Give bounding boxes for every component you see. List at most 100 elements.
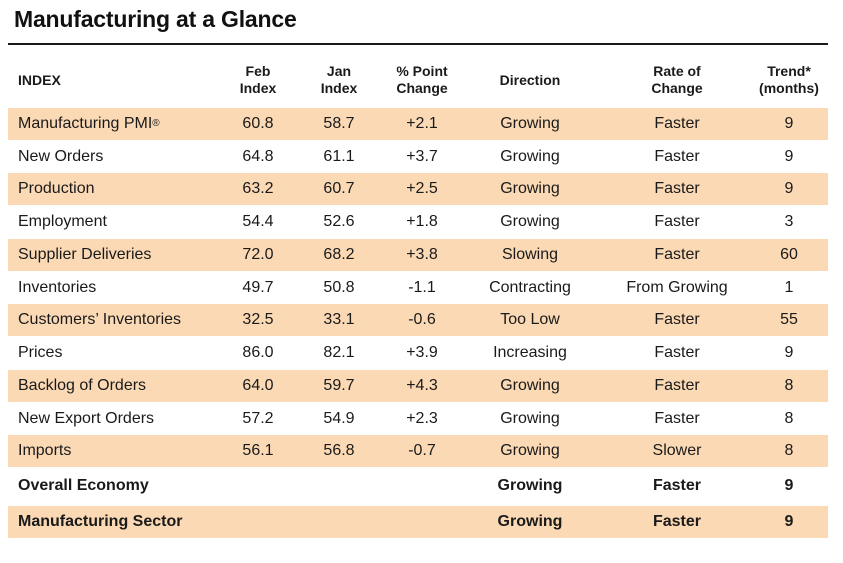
header-trend-months: Trend* (months): [759, 63, 819, 96]
index-label: Customers’ Inventories: [18, 311, 182, 328]
summary-direction-value: Growing: [497, 477, 563, 494]
jan-index-value: 52.6: [323, 213, 355, 230]
summary-trend-value: 9: [784, 513, 794, 530]
table-row: Prices 86.0 82.1 +3.9 Increasing Faster 9: [8, 337, 828, 369]
rate-of-change-value: Faster: [654, 115, 700, 132]
table-row: New Orders 64.8 61.1 +3.7 Growing Faster 9: [8, 141, 828, 173]
table-row: Supplier Deliveries 72.0 68.2 +3.8 Slowing Fa…: [8, 239, 828, 271]
point-change-value: +2.3: [406, 410, 438, 427]
table-row: Employment 54.4 52.6 +1.8 Growing Faster 3: [8, 206, 828, 238]
index-label: Prices: [18, 344, 63, 361]
trend-months-value: 55: [780, 311, 798, 328]
rate-of-change-value: Faster: [654, 377, 700, 394]
trend-months-value: 3: [784, 213, 794, 230]
rate-of-change-value: Faster: [654, 180, 700, 197]
rate-of-change-value: Faster: [654, 148, 700, 165]
page-title: Manufacturing at a Glance: [14, 6, 297, 32]
rate-of-change-value: Faster: [654, 213, 700, 230]
index-name: Supplier Deliveries: [8, 239, 238, 271]
jan-index-value: 54.9: [323, 410, 355, 427]
direction-value: Growing: [500, 213, 560, 230]
feb-index-value: 57.2: [242, 410, 274, 427]
index-name: Backlog of Orders: [8, 370, 238, 402]
summary-row-manufacturing-sector: Manufacturing Sector Growing Faster 9: [8, 506, 828, 538]
point-change-value: -0.7: [408, 442, 436, 459]
header-direction: Direction: [499, 71, 561, 88]
feb-index-value: 63.2: [242, 180, 274, 197]
point-change-value: +2.5: [406, 180, 438, 197]
jan-index-value: 33.1: [323, 311, 355, 328]
summary-rate-value: Faster: [652, 513, 702, 530]
table-row: Inventories 49.7 50.8 -1.1 Contracting From G…: [8, 272, 828, 304]
point-change-value: +1.8: [406, 213, 438, 230]
rate-of-change-value: Faster: [654, 311, 700, 328]
direction-value: Increasing: [493, 344, 567, 361]
rate-of-change-value: Faster: [654, 344, 700, 361]
point-change-value: +4.3: [406, 377, 438, 394]
index-name: Employment: [8, 206, 238, 238]
index-name: Imports: [8, 435, 238, 467]
direction-value: Too Low: [500, 311, 560, 328]
header-point-change: % Point Change: [396, 63, 448, 96]
trend-months-value: 9: [784, 344, 794, 361]
trend-months-value: 9: [784, 148, 794, 165]
feb-index-value: 49.7: [242, 279, 274, 296]
feb-index-value: 60.8: [242, 115, 274, 132]
trend-months-value: 9: [784, 115, 794, 132]
point-change-value: -0.6: [408, 311, 436, 328]
trend-months-value: 8: [784, 442, 794, 459]
point-change-value: +3.8: [406, 246, 438, 263]
trend-months-value: 8: [784, 410, 794, 427]
index-label: Supplier Deliveries: [18, 246, 152, 263]
point-change-value: -1.1: [408, 279, 436, 296]
direction-value: Growing: [500, 410, 560, 427]
direction-value: Slowing: [501, 246, 559, 263]
index-label: Backlog of Orders: [18, 377, 147, 394]
feb-index-value: 56.1: [242, 442, 274, 459]
point-change-value: +2.1: [406, 115, 438, 132]
table-row: Customers’ Inventories 32.5 33.1 -0.6 Too Lo…: [8, 304, 828, 336]
rate-of-change-value: From Growing: [626, 279, 728, 296]
feb-index-value: 64.8: [242, 148, 274, 165]
direction-value: Growing: [500, 180, 560, 197]
table-row: Imports 56.1 56.8 -0.7 Growing Slower 8: [8, 435, 828, 467]
index-name: Prices: [8, 337, 238, 369]
index-label: Employment: [18, 213, 107, 230]
index-name: New Export Orders: [8, 403, 238, 435]
jan-index-value: 59.7: [323, 377, 355, 394]
header-index: INDEX: [18, 71, 61, 88]
jan-index-value: 56.8: [323, 442, 355, 459]
header-jan-index: Jan Index: [320, 63, 358, 96]
index-label: Imports: [18, 442, 72, 459]
index-name: Manufacturing PMI ®: [18, 115, 160, 132]
trend-months-value: 60: [780, 246, 798, 263]
summary-direction-value: Growing: [497, 513, 563, 530]
trend-months-value: 8: [784, 377, 794, 394]
title-divider: [8, 43, 828, 45]
trend-months-value: 1: [784, 279, 794, 296]
rate-of-change-value: Faster: [654, 410, 700, 427]
direction-value: Contracting: [489, 279, 571, 296]
feb-index-value: 64.0: [242, 377, 274, 394]
table-header: INDEX Feb Index Jan Index % Point Change…: [8, 55, 828, 105]
jan-index-value: 58.7: [323, 115, 355, 132]
index-label: New Export Orders: [18, 410, 155, 427]
summary-trend-value: 9: [784, 477, 794, 494]
jan-index-value: 50.8: [323, 279, 355, 296]
feb-index-value: 72.0: [242, 246, 274, 263]
rate-of-change-value: Slower: [652, 442, 702, 459]
summary-row-overall-economy: Overall Economy Growing Faster 9: [8, 470, 828, 502]
index-label: Manufacturing PMI: [18, 115, 153, 132]
index-label: Inventories: [18, 279, 97, 296]
feb-index-value: 54.4: [242, 213, 274, 230]
jan-index-value: 82.1: [323, 344, 355, 361]
direction-value: Growing: [500, 442, 560, 459]
table-row: Production 63.2 60.7 +2.5 Growing Faster 9: [8, 173, 828, 205]
summary-index-label: Manufacturing Sector: [18, 513, 183, 530]
jan-index-value: 68.2: [323, 246, 355, 263]
jan-index-value: 60.7: [323, 180, 355, 197]
index-label: Production: [18, 180, 95, 197]
direction-value: Growing: [500, 377, 560, 394]
feb-index-value: 86.0: [242, 344, 274, 361]
index-name: New Orders: [8, 141, 238, 173]
